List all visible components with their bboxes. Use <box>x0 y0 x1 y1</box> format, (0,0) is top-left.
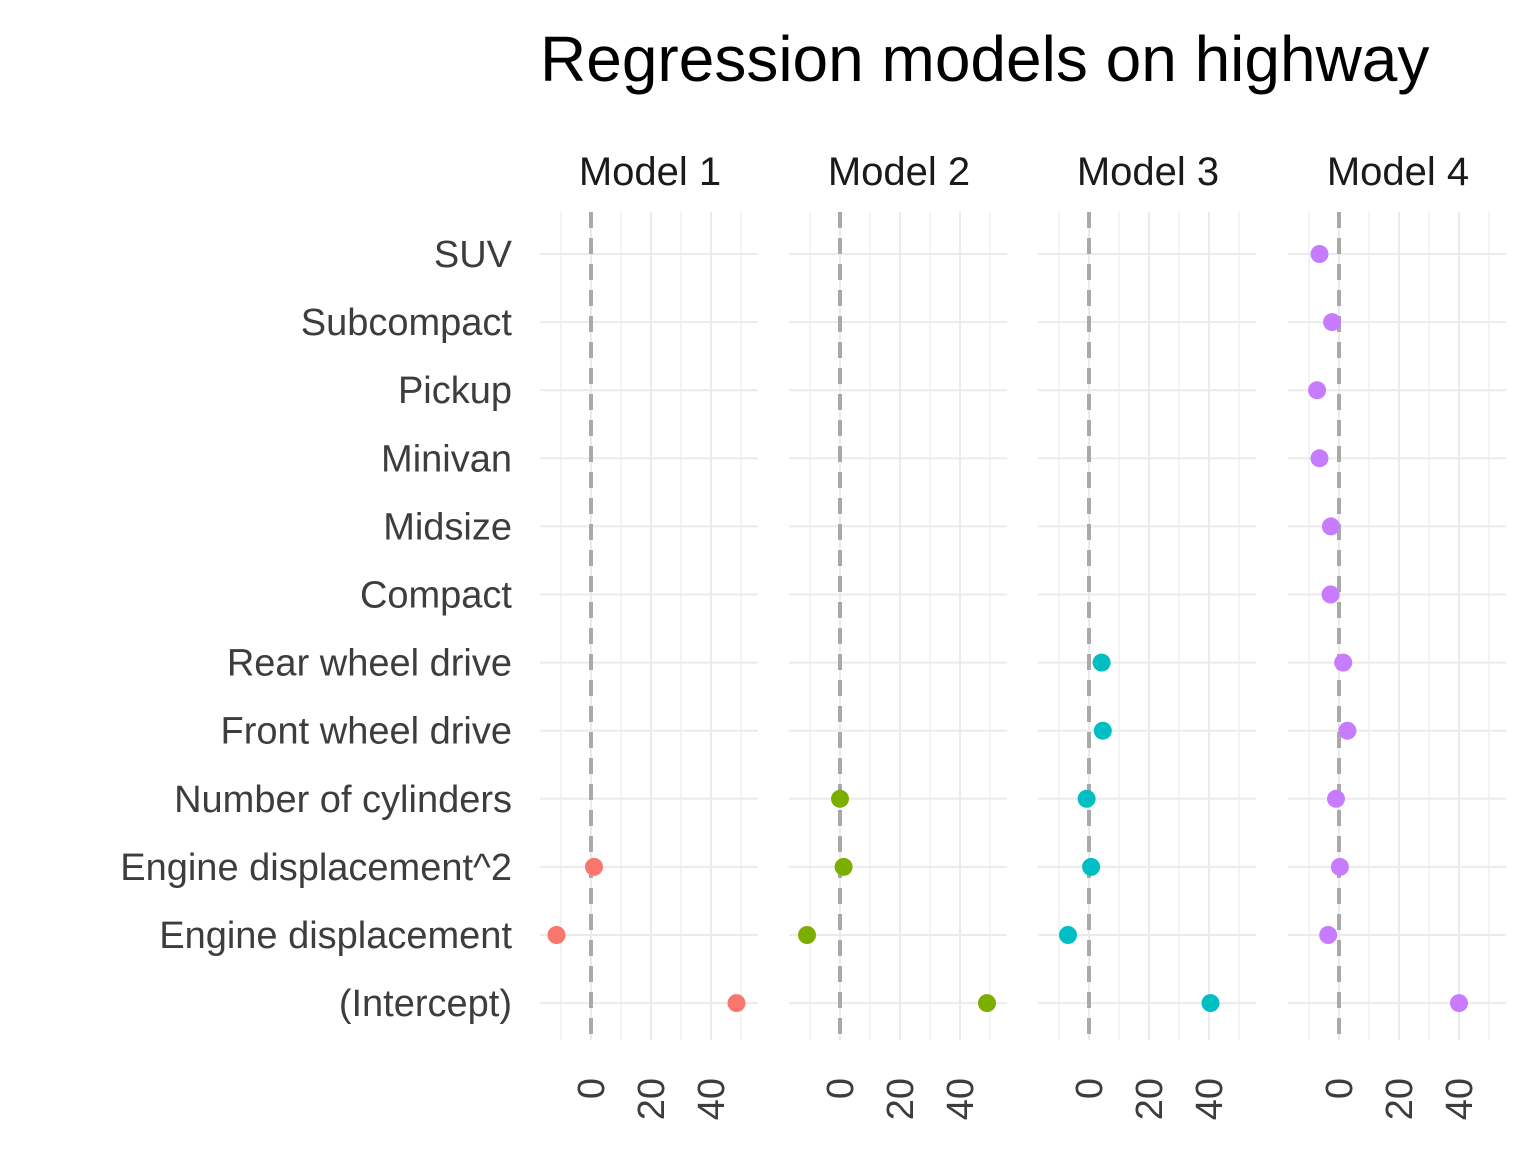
coefficient-point <box>1092 653 1111 672</box>
y-tick-label: Subcompact <box>301 302 513 344</box>
x-tick-label: 20 <box>631 1078 673 1120</box>
y-tick-label: Front wheel drive <box>221 711 512 753</box>
coefficient-point <box>1310 245 1329 263</box>
panel-2: Model 2 0 20 40 <box>789 150 1007 1120</box>
x-tick-label: 40 <box>1189 1078 1231 1120</box>
panel-1: Model 1 0 20 40 <box>540 150 758 1120</box>
panel-3: Model 3 0 20 40 <box>1038 150 1256 1120</box>
panel-strip-label: Model 4 <box>1327 150 1469 194</box>
coefficient-point <box>727 994 746 1013</box>
x-tick-label: 20 <box>1379 1078 1421 1120</box>
coefficient-point <box>585 857 603 876</box>
coefficient-point <box>1077 789 1096 808</box>
y-tick-label: SUV <box>434 234 513 276</box>
coefficient-point <box>1450 994 1468 1013</box>
coefficient-point <box>1323 313 1342 332</box>
panel-strip-label: Model 1 <box>579 150 721 194</box>
y-axis-labels: SUV Subcompact Pickup Minivan Midsize Compact… <box>120 234 512 1025</box>
x-tick-label: 40 <box>691 1078 733 1120</box>
coefficient-point <box>831 789 849 808</box>
coefficient-point <box>1338 721 1357 740</box>
x-tick-label: 0 <box>1319 1078 1361 1099</box>
y-tick-label: Minivan <box>381 438 512 480</box>
coefficient-point <box>1327 789 1345 808</box>
coefficient-point <box>1321 585 1340 604</box>
x-tick-label: 20 <box>1129 1078 1171 1120</box>
coefficient-point <box>1330 857 1349 876</box>
coefficient-point <box>1319 926 1338 944</box>
y-tick-label: (Intercept) <box>339 983 512 1025</box>
x-tick-label: 40 <box>940 1078 982 1120</box>
y-tick-label: Engine displacement <box>159 915 512 957</box>
panel-strip-label: Model 2 <box>828 150 970 194</box>
coefficient-point <box>834 857 853 876</box>
panel-4: Model 4 0 20 40 <box>1288 150 1506 1120</box>
coefficient-point <box>1334 653 1353 672</box>
y-tick-label: Rear wheel drive <box>227 643 512 685</box>
y-tick-label: Midsize <box>383 506 512 548</box>
chart-title: Regression models on highway <box>540 23 1429 95</box>
coefficient-point <box>1308 381 1327 400</box>
coefficient-point <box>1082 857 1101 876</box>
coefficient-point <box>798 926 816 944</box>
coefficient-point <box>1310 449 1329 468</box>
y-tick-label: Number of cylinders <box>174 779 512 821</box>
coefficient-point <box>978 994 996 1013</box>
x-tick-label: 0 <box>820 1078 862 1099</box>
panel-strip-label: Model 3 <box>1077 150 1219 194</box>
x-tick-label: 0 <box>1069 1078 1111 1099</box>
x-tick-label: 0 <box>571 1078 613 1099</box>
x-tick-label: 40 <box>1439 1078 1481 1120</box>
coefficient-point <box>1201 994 1220 1013</box>
coefficient-point <box>1093 721 1112 740</box>
coefficient-point <box>547 926 566 944</box>
x-tick-label: 20 <box>880 1078 922 1120</box>
y-tick-label: Engine displacement^2 <box>120 847 512 889</box>
y-tick-label: Compact <box>360 575 512 617</box>
coefficient-point <box>1059 926 1077 944</box>
y-tick-label: Pickup <box>398 370 512 412</box>
coefficient-point <box>1321 517 1340 536</box>
